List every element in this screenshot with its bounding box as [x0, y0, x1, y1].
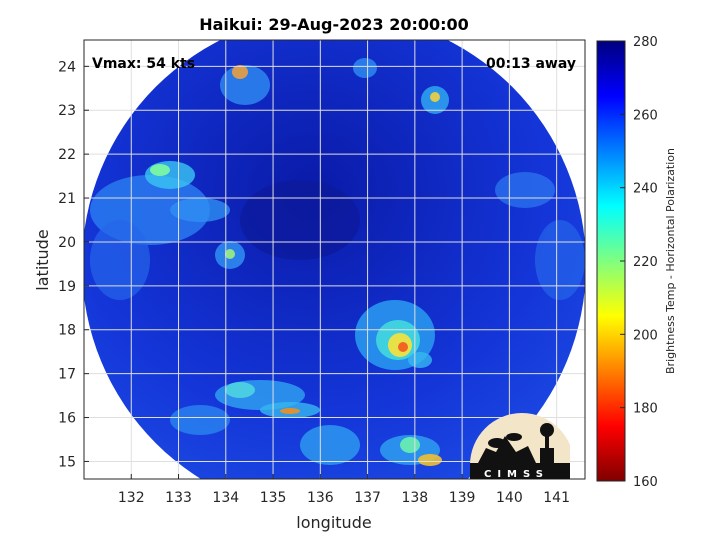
x-tick-label: 138	[401, 490, 428, 506]
colorbar-tick-label: 220	[633, 255, 658, 270]
x-tick-label: 141	[543, 490, 570, 506]
time-offset-label: 00:13 away	[486, 56, 576, 72]
map-grid	[84, 40, 585, 479]
colorbar-ticks: 280 260 240 220 200 180 160	[620, 35, 658, 490]
x-tick-label: 135	[260, 490, 287, 506]
colorbar-tick-label: 180	[633, 402, 658, 417]
colorbar-label: Brightness Temp - Horizontal Polarizatio…	[664, 148, 677, 374]
colorbar: 280 260 240 220 200 180 160 Brightness Temp - …	[596, 35, 677, 490]
x-tick-label: 136	[307, 490, 334, 506]
y-tick-label: 21	[58, 191, 76, 207]
y-tick-label: 16	[58, 411, 76, 427]
plot-frame	[83, 39, 586, 480]
x-tick-label: 132	[118, 490, 145, 506]
y-axis-ticks: 24 23 22 21 20 19 18 17 16 15	[58, 59, 89, 470]
x-tick-label: 134	[212, 490, 239, 506]
y-tick-label: 17	[58, 367, 76, 383]
y-tick-label: 19	[58, 279, 76, 295]
x-axis-label: longitude	[296, 513, 371, 532]
colorbar-tick-label: 160	[633, 475, 658, 490]
y-tick-label: 24	[58, 59, 76, 75]
y-tick-label: 18	[58, 323, 76, 339]
x-axis-ticks: 132 133 134 135 136 137 138 139 140 141	[118, 474, 570, 506]
colorbar-tick-label: 260	[633, 108, 658, 123]
cimss-logo-text: CIMSS	[484, 469, 549, 480]
y-axis-label: latitude	[33, 229, 52, 290]
cimss-logo: CIMSS	[470, 413, 570, 480]
plot-title: Haikui: 29-Aug-2023 20:00:00	[199, 15, 469, 34]
x-tick-label: 133	[165, 490, 192, 506]
y-tick-label: 23	[58, 103, 76, 119]
brightness-temp-swath	[84, 40, 585, 479]
colorbar-tick-label: 200	[633, 328, 658, 343]
y-tick-label: 20	[58, 235, 76, 251]
x-tick-label: 137	[354, 490, 381, 506]
y-tick-label: 22	[58, 147, 76, 163]
colorbar-tick-label: 280	[633, 35, 658, 50]
colorbar-tick-label: 240	[633, 182, 658, 197]
vmax-label: Vmax: 54 kts	[92, 56, 195, 72]
x-tick-label: 139	[449, 490, 476, 506]
x-tick-label: 140	[496, 490, 523, 506]
y-tick-label: 15	[58, 454, 76, 470]
